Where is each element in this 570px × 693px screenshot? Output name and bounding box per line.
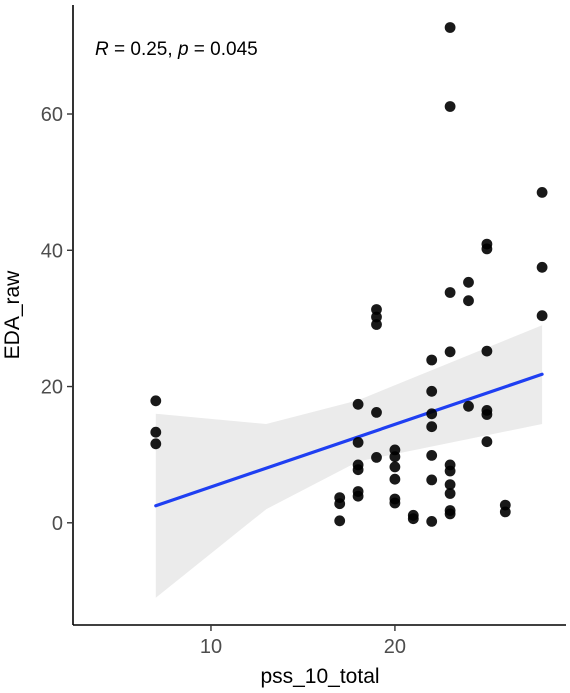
data-point-43: [463, 276, 474, 288]
p-value-text: = 0.045: [189, 39, 258, 60]
data-point-54: [536, 187, 548, 198]
data-point-19: [389, 451, 401, 463]
data-point-7: [352, 398, 364, 410]
data-point-47: [481, 243, 493, 255]
data-point-48: [481, 345, 493, 357]
axis-ticks-layer: 0 20 40 60 10 20: [41, 104, 406, 658]
data-point-17: [371, 452, 382, 463]
data-point-6: [334, 515, 346, 527]
regression-line: [154, 372, 544, 508]
y-axis-title: EDA_raw: [1, 270, 24, 360]
data-point-31: [426, 474, 438, 486]
y-tick-label-20: 20: [41, 377, 63, 399]
data-point-45: [463, 400, 474, 412]
data-point-28: [426, 408, 438, 420]
data-point-23: [389, 497, 401, 509]
x-tick-label-10: 10: [200, 636, 222, 658]
data-point-13: [371, 304, 382, 315]
r-symbol: R: [95, 39, 109, 60]
y-tick-label-40: 40: [41, 240, 63, 262]
data-point-27: [426, 385, 438, 397]
data-point-10: [352, 464, 364, 476]
data-point-35: [444, 287, 456, 298]
data-point-25: [407, 513, 419, 525]
data-point-1: [150, 395, 162, 407]
data-point-42: [444, 508, 456, 520]
data-point-29: [426, 421, 438, 433]
p-symbol: p: [177, 39, 189, 60]
data-point-2: [150, 426, 162, 438]
y-tick-label-60: 60: [41, 104, 63, 126]
data-point-5: [334, 498, 346, 510]
correlation-annotation: R = 0.25, p = 0.045: [95, 39, 258, 60]
data-point-38: [444, 465, 456, 477]
data-point-51: [481, 436, 493, 448]
y-tick-label-0: 0: [52, 513, 63, 535]
data-point-12: [352, 490, 364, 502]
data-point-15: [371, 319, 382, 330]
data-point-20: [389, 461, 401, 473]
data-points-layer: [150, 22, 548, 527]
data-point-8: [352, 437, 364, 448]
x-tick-label-20: 20: [384, 636, 406, 658]
data-point-53: [499, 506, 511, 518]
data-point-34: [444, 101, 456, 112]
confidence-band-layer: [155, 325, 543, 598]
data-point-40: [444, 488, 456, 499]
data-point-56: [536, 310, 548, 322]
data-point-21: [389, 473, 401, 485]
data-point-55: [536, 261, 548, 273]
data-point-44: [463, 295, 474, 307]
data-point-26: [426, 354, 438, 366]
data-point-33: [444, 22, 456, 33]
data-point-3: [150, 438, 162, 450]
data-point-39: [444, 479, 456, 490]
data-point-50: [481, 409, 493, 420]
data-point-32: [426, 516, 438, 527]
regression-line-layer: [154, 372, 544, 508]
data-point-30: [426, 450, 438, 461]
data-point-16: [371, 407, 382, 418]
data-point-14: [371, 311, 382, 323]
x-axis-title: pss_10_total: [260, 665, 379, 688]
confidence-band: [155, 325, 543, 598]
r-value-text: = 0.25,: [109, 39, 178, 60]
data-point-36: [444, 346, 456, 358]
